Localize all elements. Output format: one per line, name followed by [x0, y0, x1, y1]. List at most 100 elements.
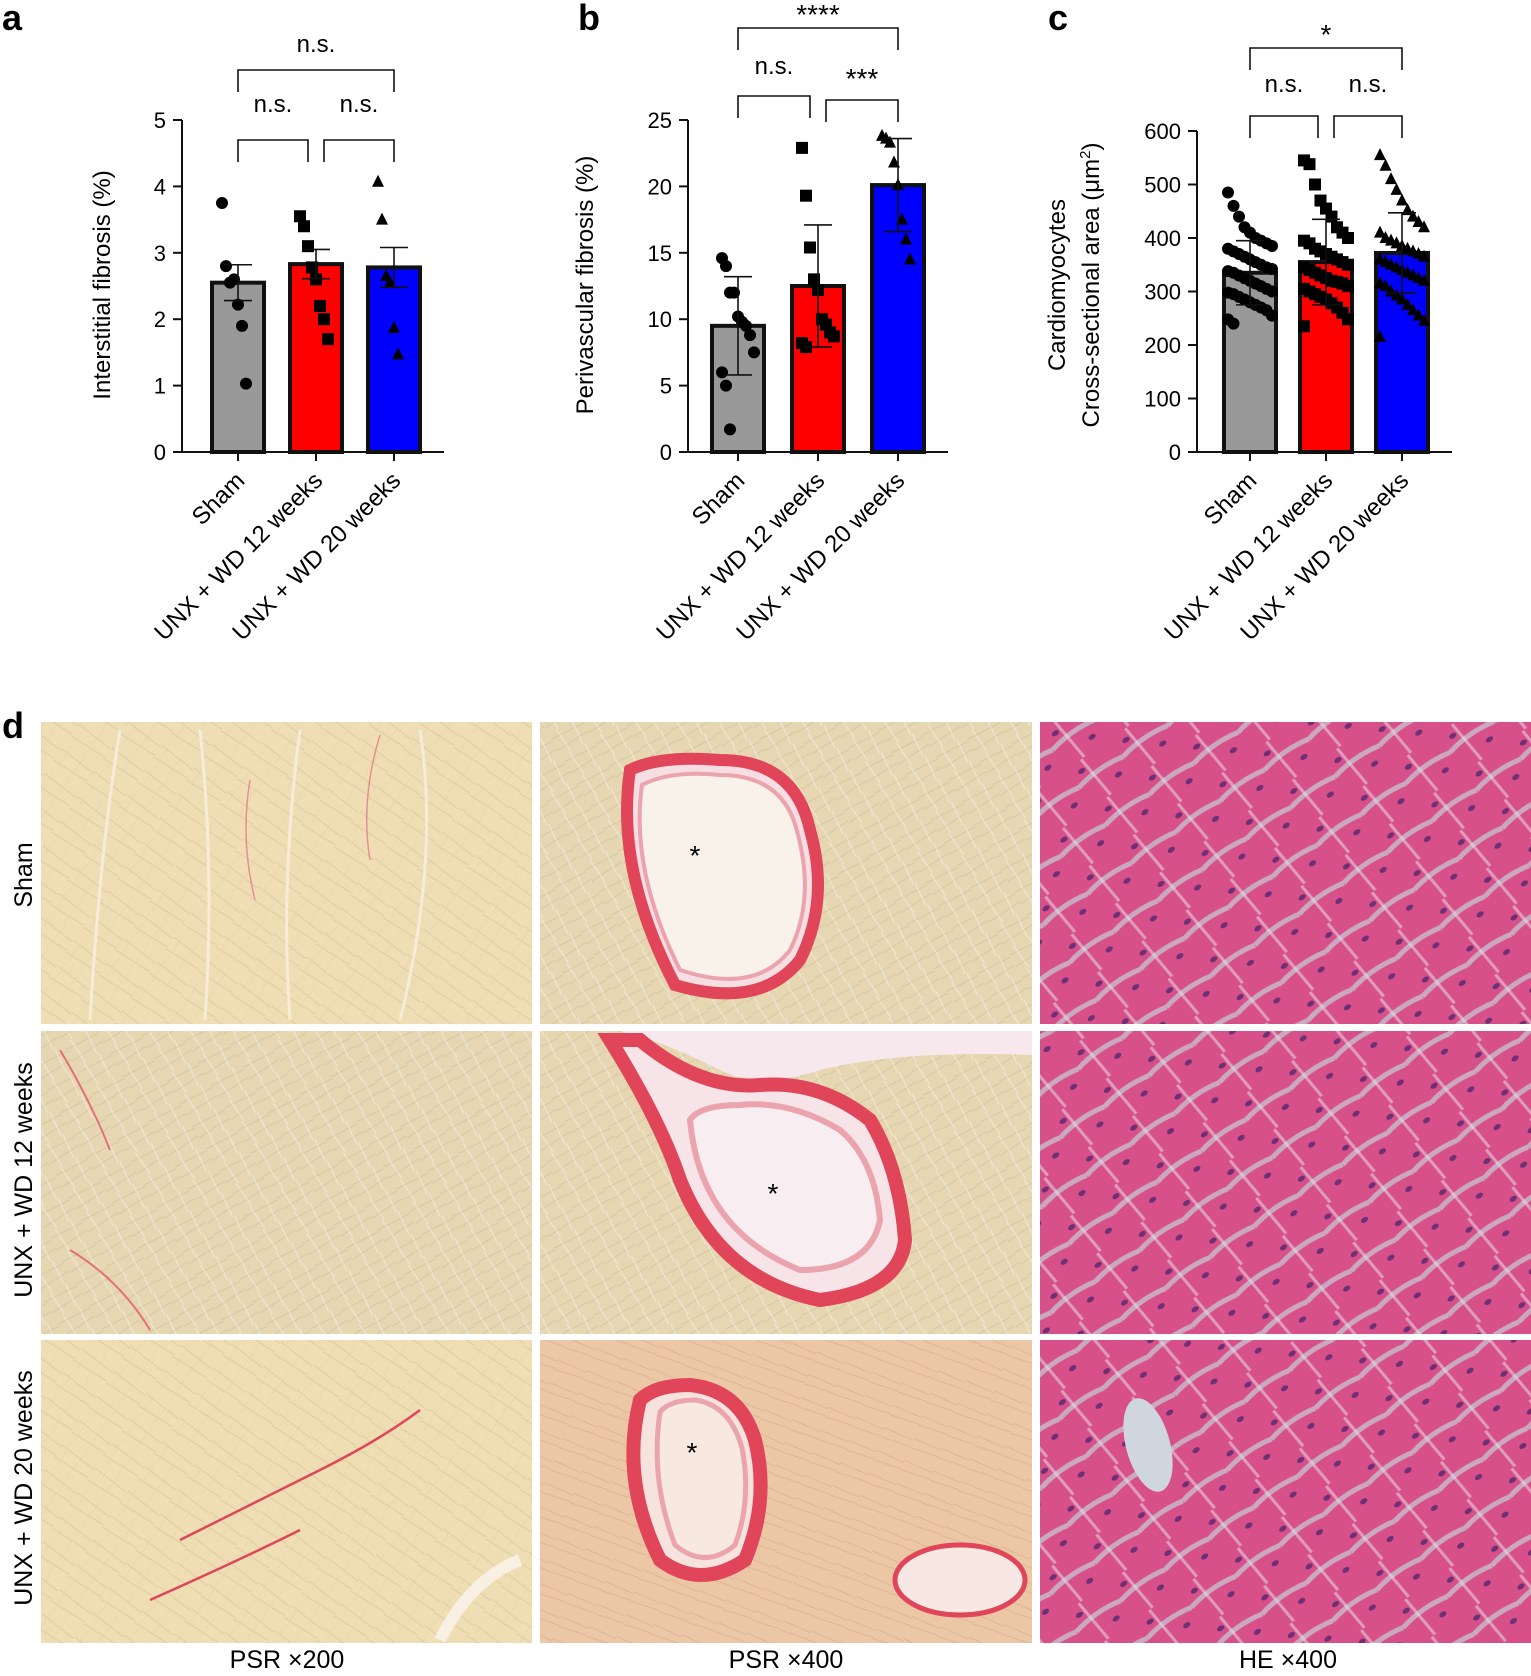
- comparison-bracket: [1333, 115, 1403, 138]
- data-point: [1266, 263, 1278, 276]
- data-point: [236, 319, 248, 332]
- significance-label: n.s.: [254, 91, 293, 118]
- significance-label: ***: [846, 63, 879, 94]
- data-point: [1342, 232, 1354, 244]
- comparison-bracket: [323, 139, 395, 162]
- micrograph-sham-psr-200: [41, 722, 532, 1024]
- panel-d: d Sham UNX + WD 12 weeks UNX + WD 20 wee…: [2, 705, 1531, 1674]
- data-point: [1325, 210, 1338, 223]
- micrograph-sham-psr-400: *: [540, 722, 1032, 1024]
- data-point: [744, 329, 756, 342]
- comparison-bracket: [1249, 115, 1319, 138]
- data-point: [1412, 308, 1425, 321]
- data-point: [888, 155, 900, 168]
- y-axis-label-main: Cross-sectional area (μm: [1078, 159, 1105, 428]
- micrograph-unx12-psr-200: [41, 1031, 532, 1334]
- micrograph-unx12-psr-400: *: [540, 1031, 1032, 1334]
- data-point: [1396, 193, 1408, 206]
- data-point: [1342, 280, 1354, 293]
- comparison-bracket: [737, 27, 899, 50]
- data-point: [1418, 249, 1430, 262]
- column-label-psr-400: PSR ×400: [729, 1646, 844, 1674]
- data-point: [1374, 329, 1386, 342]
- data-point: [216, 197, 228, 209]
- significance-label: n.s.: [297, 31, 336, 58]
- panel-d-letter: d: [2, 705, 24, 746]
- x-tick-label: Sham: [687, 467, 750, 530]
- data-point: [1379, 279, 1392, 292]
- bar: [210, 280, 266, 454]
- data-point: [1227, 199, 1240, 212]
- y-axis-label: Interstitial fibrosis (%): [89, 170, 116, 399]
- data-point: [322, 333, 334, 346]
- bar: [288, 262, 344, 455]
- panel-letter: c: [1048, 0, 1068, 38]
- y-tick-label: 20: [648, 174, 672, 199]
- data-point: [828, 330, 840, 343]
- bar: [366, 265, 422, 454]
- y-axis-label-line1: Cardiomyocytes: [1044, 199, 1071, 371]
- y-axis-label-superscript: 2: [1077, 151, 1094, 159]
- y-tick-label: 1: [154, 374, 166, 399]
- data-point: [1222, 186, 1234, 199]
- data-point: [220, 260, 232, 273]
- row-label-sham: Sham: [10, 842, 38, 907]
- data-point: [318, 313, 330, 326]
- data-point: [372, 174, 384, 187]
- y-tick-label: 0: [154, 440, 166, 465]
- y-tick-label: 15: [648, 241, 672, 266]
- significance-label: n.s.: [1265, 71, 1304, 98]
- comparison-bracket: [237, 69, 395, 92]
- data-point: [1418, 313, 1430, 326]
- data-point: [1412, 214, 1425, 227]
- row-label-unx-wd-12: UNX + WD 12 weeks: [10, 1062, 38, 1298]
- y-tick-label: 200: [1144, 333, 1181, 358]
- data-point: [302, 240, 314, 253]
- significance-label: n.s.: [755, 53, 794, 80]
- y-tick-label: 10: [648, 307, 672, 332]
- y-tick-label: 500: [1144, 173, 1181, 198]
- comparison-bracket: [737, 95, 811, 118]
- data-point: [796, 141, 808, 154]
- comparison-bracket: [1249, 47, 1403, 70]
- y-tick-label: 600: [1144, 119, 1181, 144]
- data-point: [1303, 158, 1316, 171]
- micrograph-unx20-psr-200: [41, 1340, 532, 1643]
- data-point: [1390, 182, 1403, 195]
- data-point: [720, 379, 732, 392]
- data-point: [1342, 258, 1354, 271]
- data-point: [1266, 240, 1278, 253]
- data-point: [1407, 209, 1419, 222]
- data-point: [720, 260, 732, 273]
- significance-label: *: [1321, 19, 1332, 50]
- column-label-he-400: HE ×400: [1239, 1646, 1337, 1674]
- x-tick-label: Sham: [1199, 467, 1262, 530]
- y-tick-label: 5: [154, 108, 166, 133]
- y-tick-label: 4: [154, 174, 166, 199]
- data-point: [228, 273, 240, 286]
- data-point: [232, 298, 244, 311]
- data-point: [240, 377, 252, 390]
- y-tick-label: 0: [660, 440, 672, 465]
- micrograph-unx20-psr-400: *: [540, 1340, 1032, 1643]
- data-point: [1396, 292, 1408, 305]
- data-point: [306, 261, 318, 274]
- data-point: [1374, 225, 1386, 238]
- data-point: [1298, 320, 1310, 333]
- y-axis-label-line2: Cross-sectional area (μm2): [1077, 143, 1105, 428]
- y-tick-label: 2: [154, 307, 166, 332]
- data-point: [1379, 158, 1392, 171]
- data-point: [1266, 285, 1278, 298]
- data-point: [724, 423, 736, 436]
- y-tick-label: 300: [1144, 280, 1181, 305]
- data-point: [1266, 309, 1278, 322]
- y-tick-label: 0: [1169, 440, 1181, 465]
- y-tick-label: 3: [154, 241, 166, 266]
- data-point: [884, 135, 896, 148]
- data-point: [1233, 210, 1245, 223]
- data-point: [896, 212, 908, 225]
- micrograph-sham-he-400: [1040, 722, 1531, 1024]
